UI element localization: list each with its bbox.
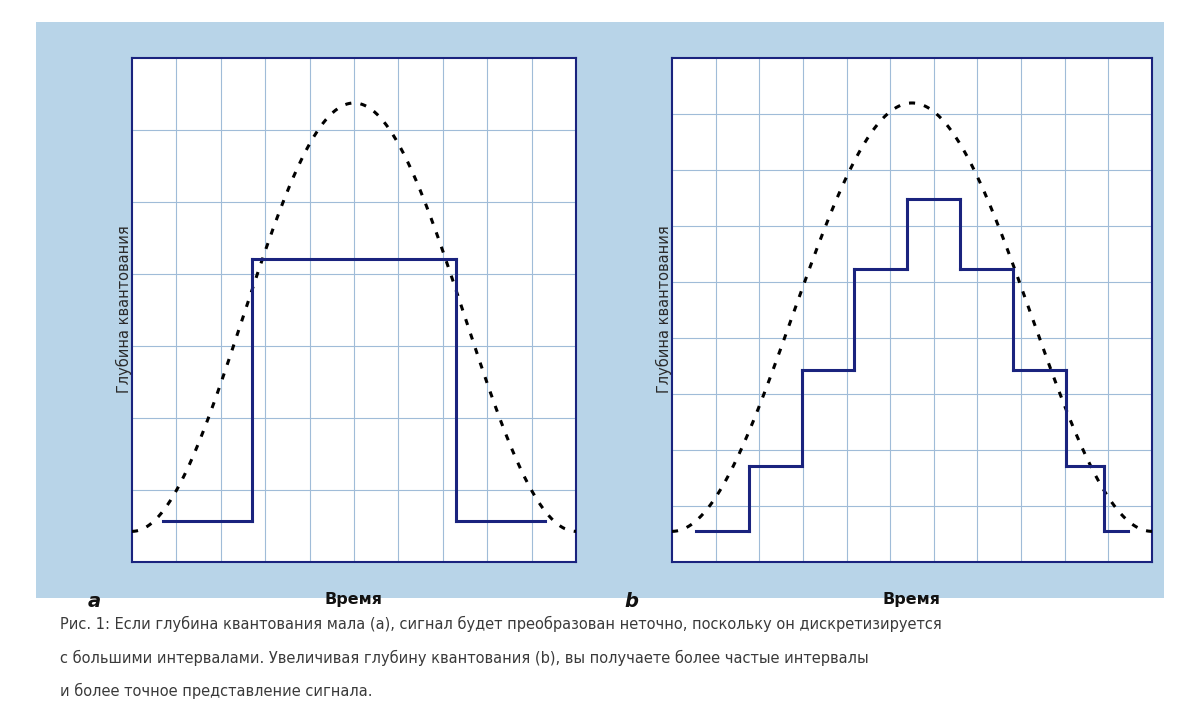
Y-axis label: Глубина квантования: Глубина квантования	[115, 226, 132, 393]
Text: b: b	[624, 592, 638, 611]
Text: a: a	[88, 592, 101, 611]
Text: Время: Время	[325, 592, 383, 607]
Y-axis label: Глубина квантования: Глубина квантования	[655, 226, 672, 393]
Text: и более точное представление сигнала.: и более точное представление сигнала.	[60, 683, 372, 698]
Text: Рис. 1: Если глубина квантования мала (а), сигнал будет преобразован неточно, по: Рис. 1: Если глубина квантования мала (а…	[60, 616, 942, 631]
Text: с большими интервалами. Увеличивая глубину квантования (b), вы получаете более ч: с большими интервалами. Увеличивая глуби…	[60, 649, 869, 665]
Text: Время: Время	[883, 592, 941, 607]
